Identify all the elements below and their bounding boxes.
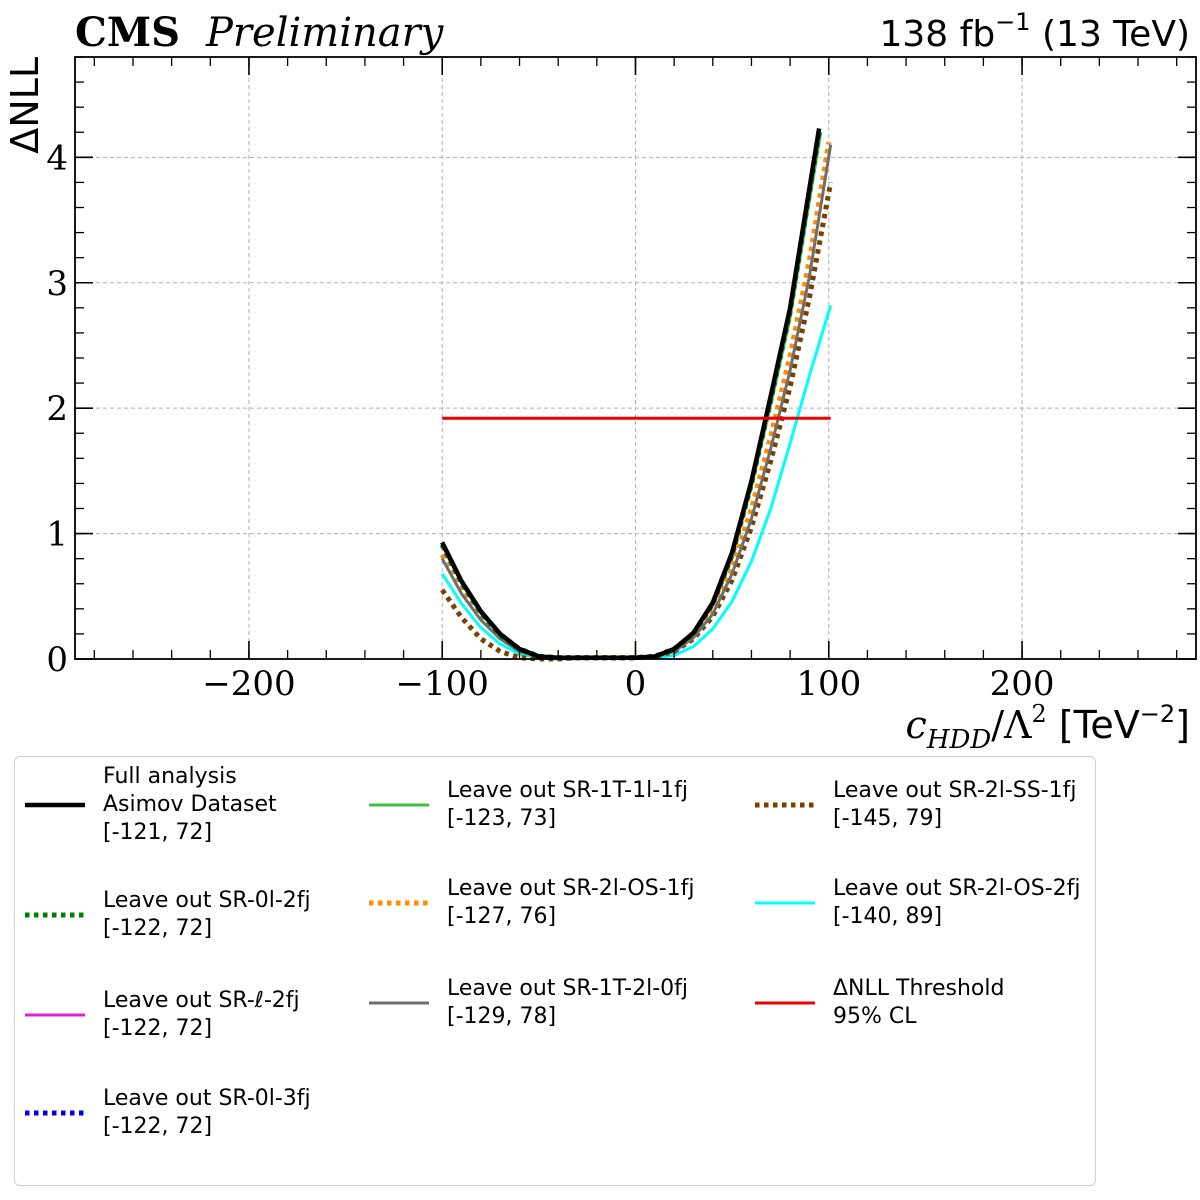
legend: Full analysis Asimov Dataset [-121, 72] … [14, 756, 1096, 1186]
legend-entry-sr-1t-2l-0fj: Leave out SR-1T-2l-0fj [-129, 78] [369, 975, 688, 1031]
legend-label: Leave out SR-2l-OS-2fj [-140, 89] [833, 876, 1081, 929]
legend-swatch [25, 912, 85, 918]
legend-entry-sr-2l-os-2fj: Leave out SR-2l-OS-2fj [-140, 89] [755, 875, 1081, 931]
legend-label: Leave out SR-1T-2l-0fj [-129, 78] [447, 976, 689, 1029]
legend-label: Full analysis Asimov Dataset [-121, 72] [103, 764, 277, 845]
chart: −200 −100 0 100 200 0 1 2 3 4 CMS Preliminary 138… [3, 8, 1197, 750]
legend-entry-sr-2l-os-1fj: Leave out SR-2l-OS-1fj [-127, 76] [369, 875, 695, 931]
x-tick-label: 100 [796, 664, 861, 704]
x-axis-label: cHDD/Λ2 [TeV−2] [906, 700, 1190, 750]
legend-swatch [369, 900, 429, 906]
x-tick-label: 200 [990, 664, 1055, 704]
y-tick-label: 0 [46, 640, 68, 680]
legend-label: Leave out SR-2l-SS-1fj [-145, 79] [833, 778, 1077, 831]
x-tick-label: 0 [625, 664, 647, 704]
legend-label: Leave out SR-ℓ-2fj [-122, 72] [103, 988, 300, 1041]
series-line-7 [440, 181, 834, 662]
y-tick-label: 1 [46, 515, 68, 555]
legend-swatch [25, 802, 85, 808]
lumi-label: 138 fb−1 (13 TeV) [879, 8, 1190, 55]
experiment-label: CMS [75, 9, 180, 56]
legend-swatch [755, 802, 815, 808]
series-line-4 [441, 131, 823, 659]
legend-label: Leave out SR-0l-3fj [-122, 72] [103, 1086, 311, 1139]
legend-swatch [369, 803, 429, 807]
legend-entry-full-analysis: Full analysis Asimov Dataset [-121, 72] [25, 763, 277, 847]
legend-entry-sr-1t-1l-1fj: Leave out SR-1T-1l-1fj [-123, 73] [369, 777, 688, 833]
grid-lines [75, 57, 1196, 660]
legend-label: Leave out SR-0l-2fj [-122, 72] [103, 888, 311, 941]
series-line-2 [441, 132, 821, 659]
series-line-0 [440, 128, 822, 660]
legend-entry-sr-0l-2fj: Leave out SR-0l-2fj [-122, 72] [25, 887, 311, 943]
y-axis-label: ΔNLL [3, 57, 47, 154]
legend-entry-sr-0l-3fj: Leave out SR-0l-3fj [-122, 72] [25, 1085, 311, 1141]
legend-label: Leave out SR-2l-OS-1fj [-127, 76] [447, 876, 695, 929]
legend-swatch [25, 1110, 85, 1116]
legend-entry-sr-l-2fj: Leave out SR-ℓ-2fj [-122, 72] [25, 987, 300, 1043]
legend-swatch [755, 1001, 815, 1005]
x-tick-label: −100 [396, 664, 489, 704]
legend-label: Leave out SR-1T-1l-1fj [-123, 73] [447, 778, 689, 831]
status-label: Preliminary [205, 10, 445, 56]
legend-swatch [369, 1001, 429, 1005]
legend-swatch [25, 1013, 85, 1017]
legend-entry-sr-2l-ss-1fj: Leave out SR-2l-SS-1fj [-145, 79] [755, 777, 1077, 833]
y-tick-label: 4 [46, 138, 68, 178]
x-tick-label: −200 [202, 664, 295, 704]
legend-entry-threshold: ΔNLL Threshold 95% CL [755, 975, 1004, 1031]
legend-label: ΔNLL Threshold 95% CL [833, 976, 1005, 1029]
series-line-8 [440, 304, 833, 661]
y-tick-label: 3 [46, 264, 68, 304]
series-line-1 [439, 131, 822, 661]
series-line-3 [439, 131, 822, 661]
axis-ticks: −200 −100 0 100 200 0 1 2 3 4 [46, 56, 1196, 704]
plot-area [439, 128, 834, 662]
legend-swatch [755, 901, 815, 905]
y-tick-label: 2 [46, 389, 68, 429]
